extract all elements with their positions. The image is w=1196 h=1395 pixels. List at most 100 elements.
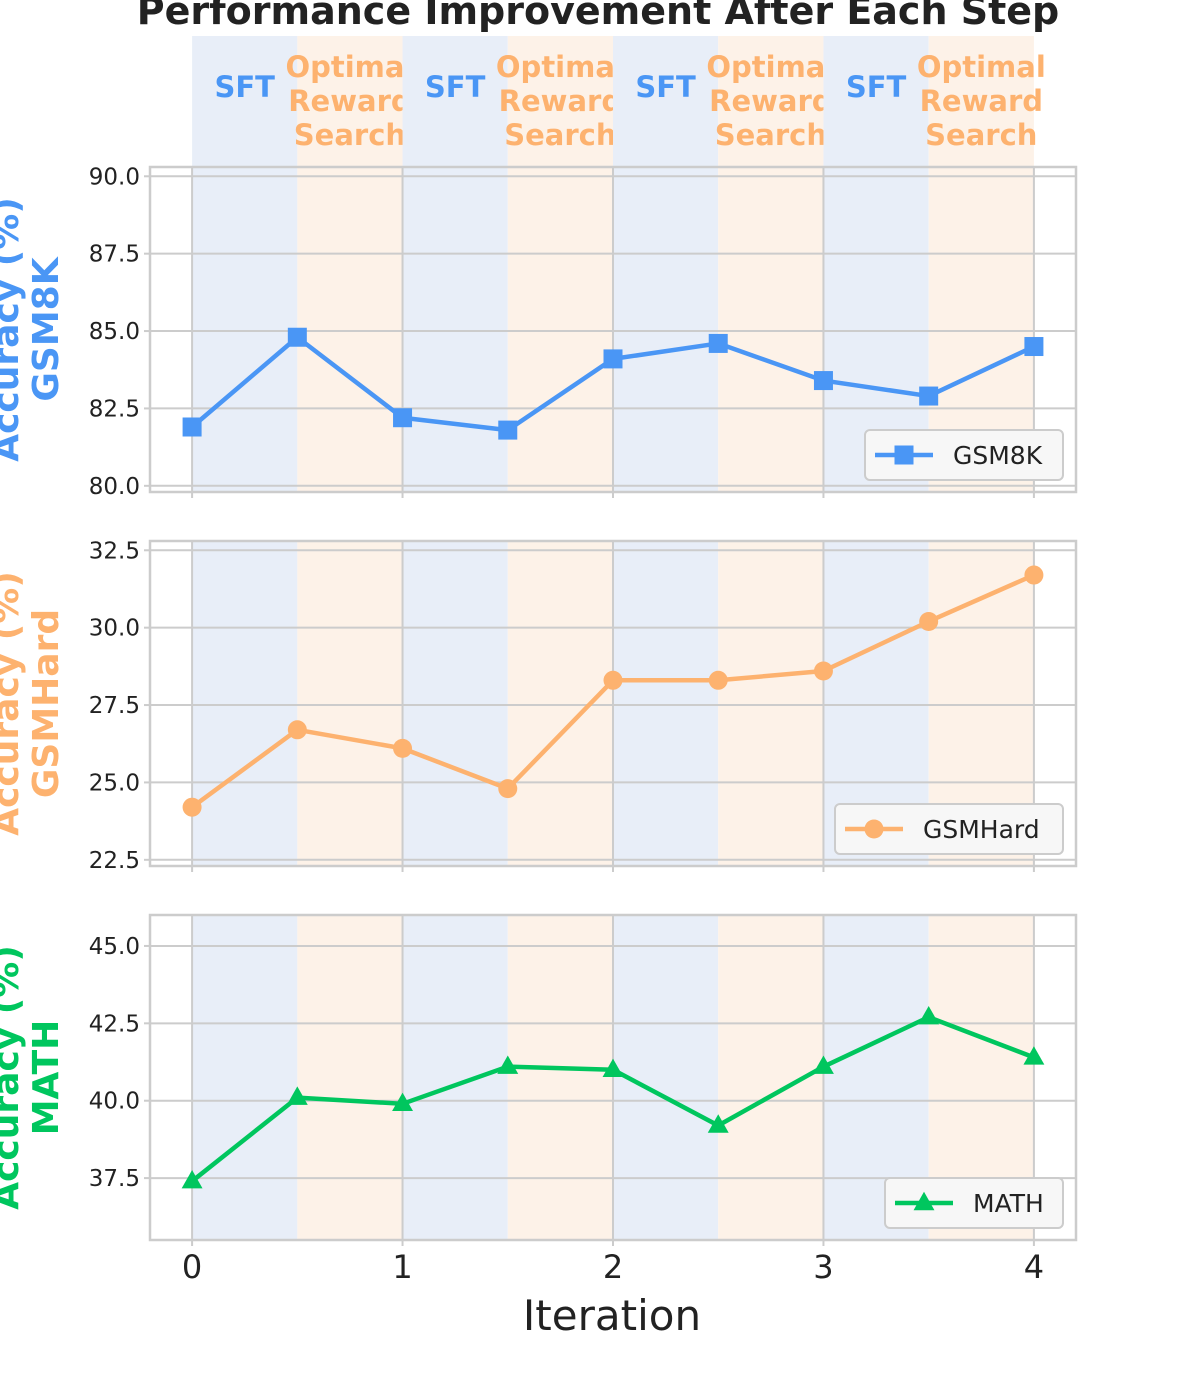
panel-frame (148, 165, 1078, 494)
data-point (498, 779, 518, 799)
phase-label-line: SFT (214, 70, 275, 104)
phase-band (507, 167, 613, 492)
y-tick-label: 37.5 (89, 1166, 140, 1192)
phase-band-top (823, 36, 929, 167)
data-point (287, 327, 307, 347)
legend-label: MATH (973, 1189, 1044, 1218)
phase-band-top (192, 36, 298, 167)
data-point (393, 408, 413, 428)
data-point (392, 1092, 413, 1112)
phase-band-top (613, 36, 719, 167)
data-point (708, 333, 728, 353)
phase-label: Optimal Reward Search (706, 50, 835, 152)
phase-band (402, 541, 508, 866)
phase-label: SFT (425, 70, 486, 104)
data-point (603, 670, 623, 690)
data-point (813, 661, 833, 681)
x-axis: 0 1 2 3 4 (182, 1248, 1044, 1286)
phase-label-line: Optimal (917, 50, 1046, 84)
y-axis-label-line: GSMHard (26, 609, 67, 798)
y-tick-label: 85.0 (89, 319, 140, 345)
legend-label: GSM8K (953, 441, 1043, 470)
y-axis-label-line: GSM8K (26, 256, 67, 401)
phase-label-line: Optimal (706, 50, 835, 84)
x-tick-label: 0 (182, 1248, 202, 1286)
phase-band (297, 167, 403, 492)
y-tick-label: 87.5 (89, 242, 140, 268)
phase-band (402, 167, 508, 492)
y-axis-label-line: MATH (26, 1020, 67, 1136)
data-point (813, 1055, 834, 1074)
y-tick-label: 80.0 (89, 474, 140, 500)
data-point (707, 1114, 729, 1133)
phase-label: Optimal Reward Search (496, 50, 625, 152)
y-axis-label: Accuracy (%)GSMHard (0, 571, 67, 836)
x-tick-label: 1 (392, 1248, 412, 1286)
data-point (181, 1169, 203, 1189)
y-axis-label: Accuracy (%)MATH (0, 945, 67, 1210)
legend-marker (894, 445, 914, 465)
data-point (286, 1086, 308, 1105)
phase-band (613, 167, 719, 492)
phase-band-top (507, 36, 613, 167)
phase-band (297, 541, 403, 866)
phase-label-line: Reward (709, 84, 832, 118)
y-tick-label: 82.5 (89, 396, 140, 422)
phase-band (718, 541, 824, 866)
data-point (182, 797, 202, 817)
phase-label-line: Optimal (285, 50, 414, 84)
data-point (708, 670, 728, 690)
phase-label-line: Search (715, 118, 827, 152)
y-axis-label: Accuracy (%)GSM8K (0, 197, 67, 462)
phase-label: SFT (846, 70, 907, 104)
data-point (813, 371, 833, 391)
y-tick-label: 42.5 (89, 1011, 140, 1037)
y-tick-label: 30.0 (89, 616, 140, 642)
data-point (1023, 1046, 1045, 1065)
legend-marker (913, 1191, 935, 1211)
phase-label-line: Optimal (496, 50, 625, 84)
phase-band-top (718, 36, 824, 167)
data-point (919, 611, 939, 631)
y-axis-label-line: Accuracy (%) (0, 945, 27, 1210)
data-point (498, 420, 518, 440)
phase-label-line: Reward (288, 84, 411, 118)
data-point (287, 720, 307, 740)
phase-label-line: Reward (499, 84, 622, 118)
phase-band (192, 167, 298, 492)
data-point (919, 386, 939, 406)
y-tick-label: 25.0 (89, 770, 140, 796)
y-tick-label: 90.0 (89, 164, 140, 190)
phase-label-line: Search (294, 118, 406, 152)
phase-band (192, 915, 298, 1240)
data-point (602, 1058, 624, 1077)
x-axis-label: Iteration (523, 1291, 701, 1340)
phase-band (613, 541, 719, 866)
phase-label-line: SFT (635, 70, 696, 104)
data-point (1024, 565, 1044, 585)
y-tick-label: 32.5 (89, 538, 140, 564)
legend-label: GSMHard (923, 815, 1040, 844)
data-point (497, 1055, 519, 1074)
phase-band (297, 915, 403, 1240)
y-tick-label: 45.0 (89, 934, 140, 960)
phase-band (718, 167, 824, 492)
y-axis-label-line: Accuracy (%) (0, 571, 27, 836)
x-tick-label: 4 (1024, 1248, 1044, 1286)
phase-label: SFT (214, 70, 275, 104)
data-point (182, 417, 202, 437)
data-point (918, 1005, 940, 1025)
phase-band-top (402, 36, 508, 167)
x-tick-label: 3 (813, 1248, 833, 1286)
y-tick-label: 22.5 (89, 848, 140, 874)
data-point (1024, 337, 1044, 357)
chart-title: Performance Improvement After Each Step (137, 0, 1059, 33)
phase-label-line: Search (504, 118, 616, 152)
phase-band-top (928, 36, 1034, 167)
x-tick-label: 2 (603, 1248, 623, 1286)
phase-label: Optimal Reward Search (285, 50, 414, 152)
data-point (603, 349, 623, 369)
